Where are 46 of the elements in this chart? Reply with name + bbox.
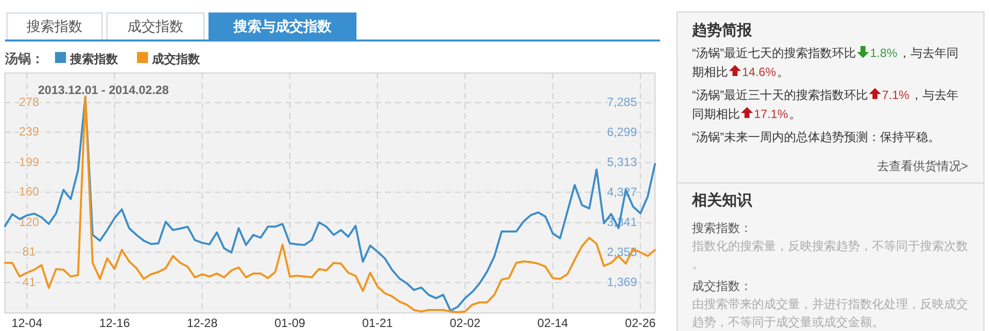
text: 7.1% — [882, 88, 910, 102]
y-tick-label: 81 — [22, 244, 36, 258]
text: 期相比 — [692, 65, 728, 79]
text: 。 — [789, 107, 802, 121]
legend-label: 成交指数 — [151, 52, 201, 66]
y-tick-label: 239 — [18, 124, 40, 138]
x-tick-label: 02-26 — [625, 316, 656, 330]
y-tick-label: 278 — [18, 94, 40, 109]
text: 同期相比 — [692, 107, 740, 121]
text: ，与去年 — [910, 88, 958, 102]
text: 1.8% — [870, 46, 898, 60]
text: 趋势简报 — [691, 22, 753, 39]
text: 17.1% — [754, 107, 788, 121]
text: 指数化的搜索量，反映搜索趋势，不等同于搜索次数。 — [691, 239, 968, 271]
x-tick-label: 12-04 — [12, 316, 43, 330]
text: 成交指数 — [128, 18, 184, 34]
text: 由搜索带来的成交量，并进行指数化处理，反映成交趋势，不等同于成交量或成交金额。 — [692, 297, 968, 329]
text: 去查看供货情况> — [876, 159, 968, 173]
y-tick-label: 120 — [18, 214, 40, 229]
text: 成交指数： — [692, 279, 752, 293]
x-tick-label: 02-14 — [537, 316, 568, 330]
annotation: 2013.12.01 - 2014.02.28 — [38, 83, 170, 97]
y2-tick-label: 7,285 — [606, 95, 638, 110]
text: “汤锅”最近三十天的搜索指数环比 — [692, 88, 868, 102]
x-tick-label: 12-16 — [99, 316, 130, 330]
text: 14.6% — [742, 65, 776, 79]
text: “汤锅”最近七天的搜索指数环比 — [692, 46, 856, 60]
text: 搜索与成交指数 — [232, 18, 332, 34]
text: ，与去年同 — [898, 46, 958, 60]
x-tick-label: 12-28 — [186, 316, 218, 330]
legend-label: 搜索指数 — [69, 52, 119, 66]
y2-tick-label: 6,299 — [606, 125, 638, 140]
x-tick-label: 01-09 — [274, 316, 306, 330]
text: 相关知识 — [691, 192, 753, 209]
chart-title: 汤锅： — [4, 51, 44, 66]
y2-tick-label: 5,313 — [606, 155, 638, 170]
x-tick-label: 02-02 — [450, 316, 481, 330]
y-tick-label: 199 — [18, 154, 40, 169]
text: “汤锅”未来一周内的总体趋势预测：保持平稳。 — [692, 130, 940, 144]
y-tick-label: 160 — [18, 184, 40, 198]
text: 。 — [777, 65, 790, 79]
y-tick-label: 41 — [22, 274, 36, 289]
text: 搜索指数 — [26, 18, 82, 34]
y2-tick-label: 1,369 — [606, 275, 638, 290]
text: 搜索指数： — [692, 221, 752, 235]
x-tick-label: 01-21 — [362, 316, 394, 330]
